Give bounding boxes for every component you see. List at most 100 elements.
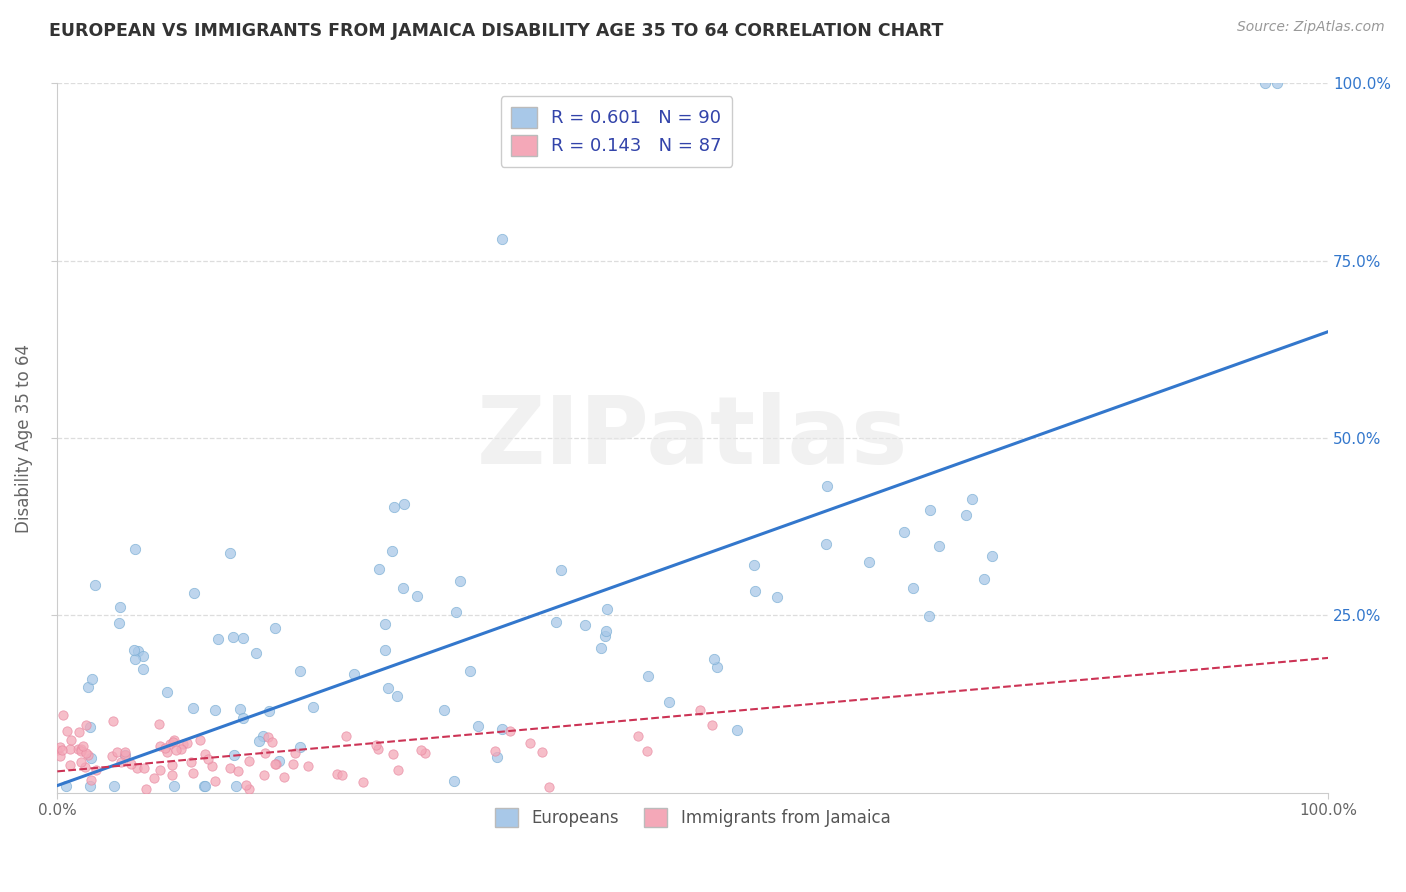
Point [596,602,619,616]
Point [433,703,456,717]
Point [288,665,311,679]
Point [180,756,202,770]
Point [75,718,97,732]
Point [55,723,77,738]
Point [288,740,311,755]
Point [84,577,107,591]
Point [252,730,274,744]
Point [744,584,766,599]
Point [928,539,950,553]
Point [858,555,880,569]
Point [742,558,765,572]
Point [159,737,181,751]
Point [367,562,389,576]
Point [75,747,97,761]
Point [1253,77,1275,91]
Point [110,599,132,614]
Point [392,497,415,511]
Point [405,589,427,603]
Text: Source: ZipAtlas.com: Source: ZipAtlas.com [1237,20,1385,34]
Point [702,718,724,732]
Point [59,733,82,747]
Y-axis label: Disability Age 35 to 64: Disability Age 35 to 64 [15,343,32,533]
Point [366,738,388,752]
Point [55,779,77,793]
Point [160,767,183,781]
Point [80,773,103,788]
Point [297,759,319,773]
Point [893,525,915,540]
Point [392,582,415,596]
Point [238,782,260,797]
Point [458,664,481,678]
Point [385,689,408,703]
Point [82,672,104,686]
Point [444,605,467,619]
Point [70,744,93,758]
Point [218,546,240,560]
Point [156,745,179,759]
Point [69,741,91,756]
Text: ZIPatlas: ZIPatlas [477,392,908,484]
Point [264,756,287,771]
Point [253,767,276,781]
Point [70,755,93,769]
Point [181,766,204,780]
Point [326,766,349,780]
Point [221,630,243,644]
Point [77,747,100,762]
Point [245,646,267,660]
Point [815,478,838,492]
Point [725,723,748,738]
Point [484,743,506,757]
Point [519,736,541,750]
Point [80,750,103,764]
Point [955,508,977,523]
Point [100,748,122,763]
Point [110,755,132,769]
Point [52,707,75,722]
Point [387,763,409,777]
Point [176,736,198,750]
Point [51,743,73,757]
Text: EUROPEAN VS IMMIGRANTS FROM JAMAICA DISABILITY AGE 35 TO 64 CORRELATION CHART: EUROPEAN VS IMMIGRANTS FROM JAMAICA DISA… [49,22,943,40]
Point [125,761,148,775]
Point [546,615,568,630]
Point [235,778,257,792]
Point [499,723,522,738]
Point [335,729,357,743]
Point [46,743,69,757]
Point [114,748,136,763]
Point [981,549,1004,564]
Point [415,746,437,760]
Point [491,722,513,736]
Point [449,574,471,589]
Point [162,734,184,748]
Point [343,667,366,681]
Point [574,617,596,632]
Point [59,742,82,756]
Point [163,732,186,747]
Point [165,743,187,757]
Point [226,764,249,779]
Point [765,590,787,604]
Point [264,757,287,772]
Point [962,492,984,507]
Point [149,739,172,753]
Point [224,748,246,763]
Point [219,762,242,776]
Point [67,742,90,756]
Point [132,662,155,676]
Point [374,616,396,631]
Point [382,500,405,515]
Point [163,779,186,793]
Point [238,755,260,769]
Point [49,749,72,764]
Point [79,720,101,734]
Point [204,773,226,788]
Point [257,704,280,718]
Point [232,711,254,725]
Point [591,640,613,655]
Point [467,719,489,733]
Point [901,581,924,595]
